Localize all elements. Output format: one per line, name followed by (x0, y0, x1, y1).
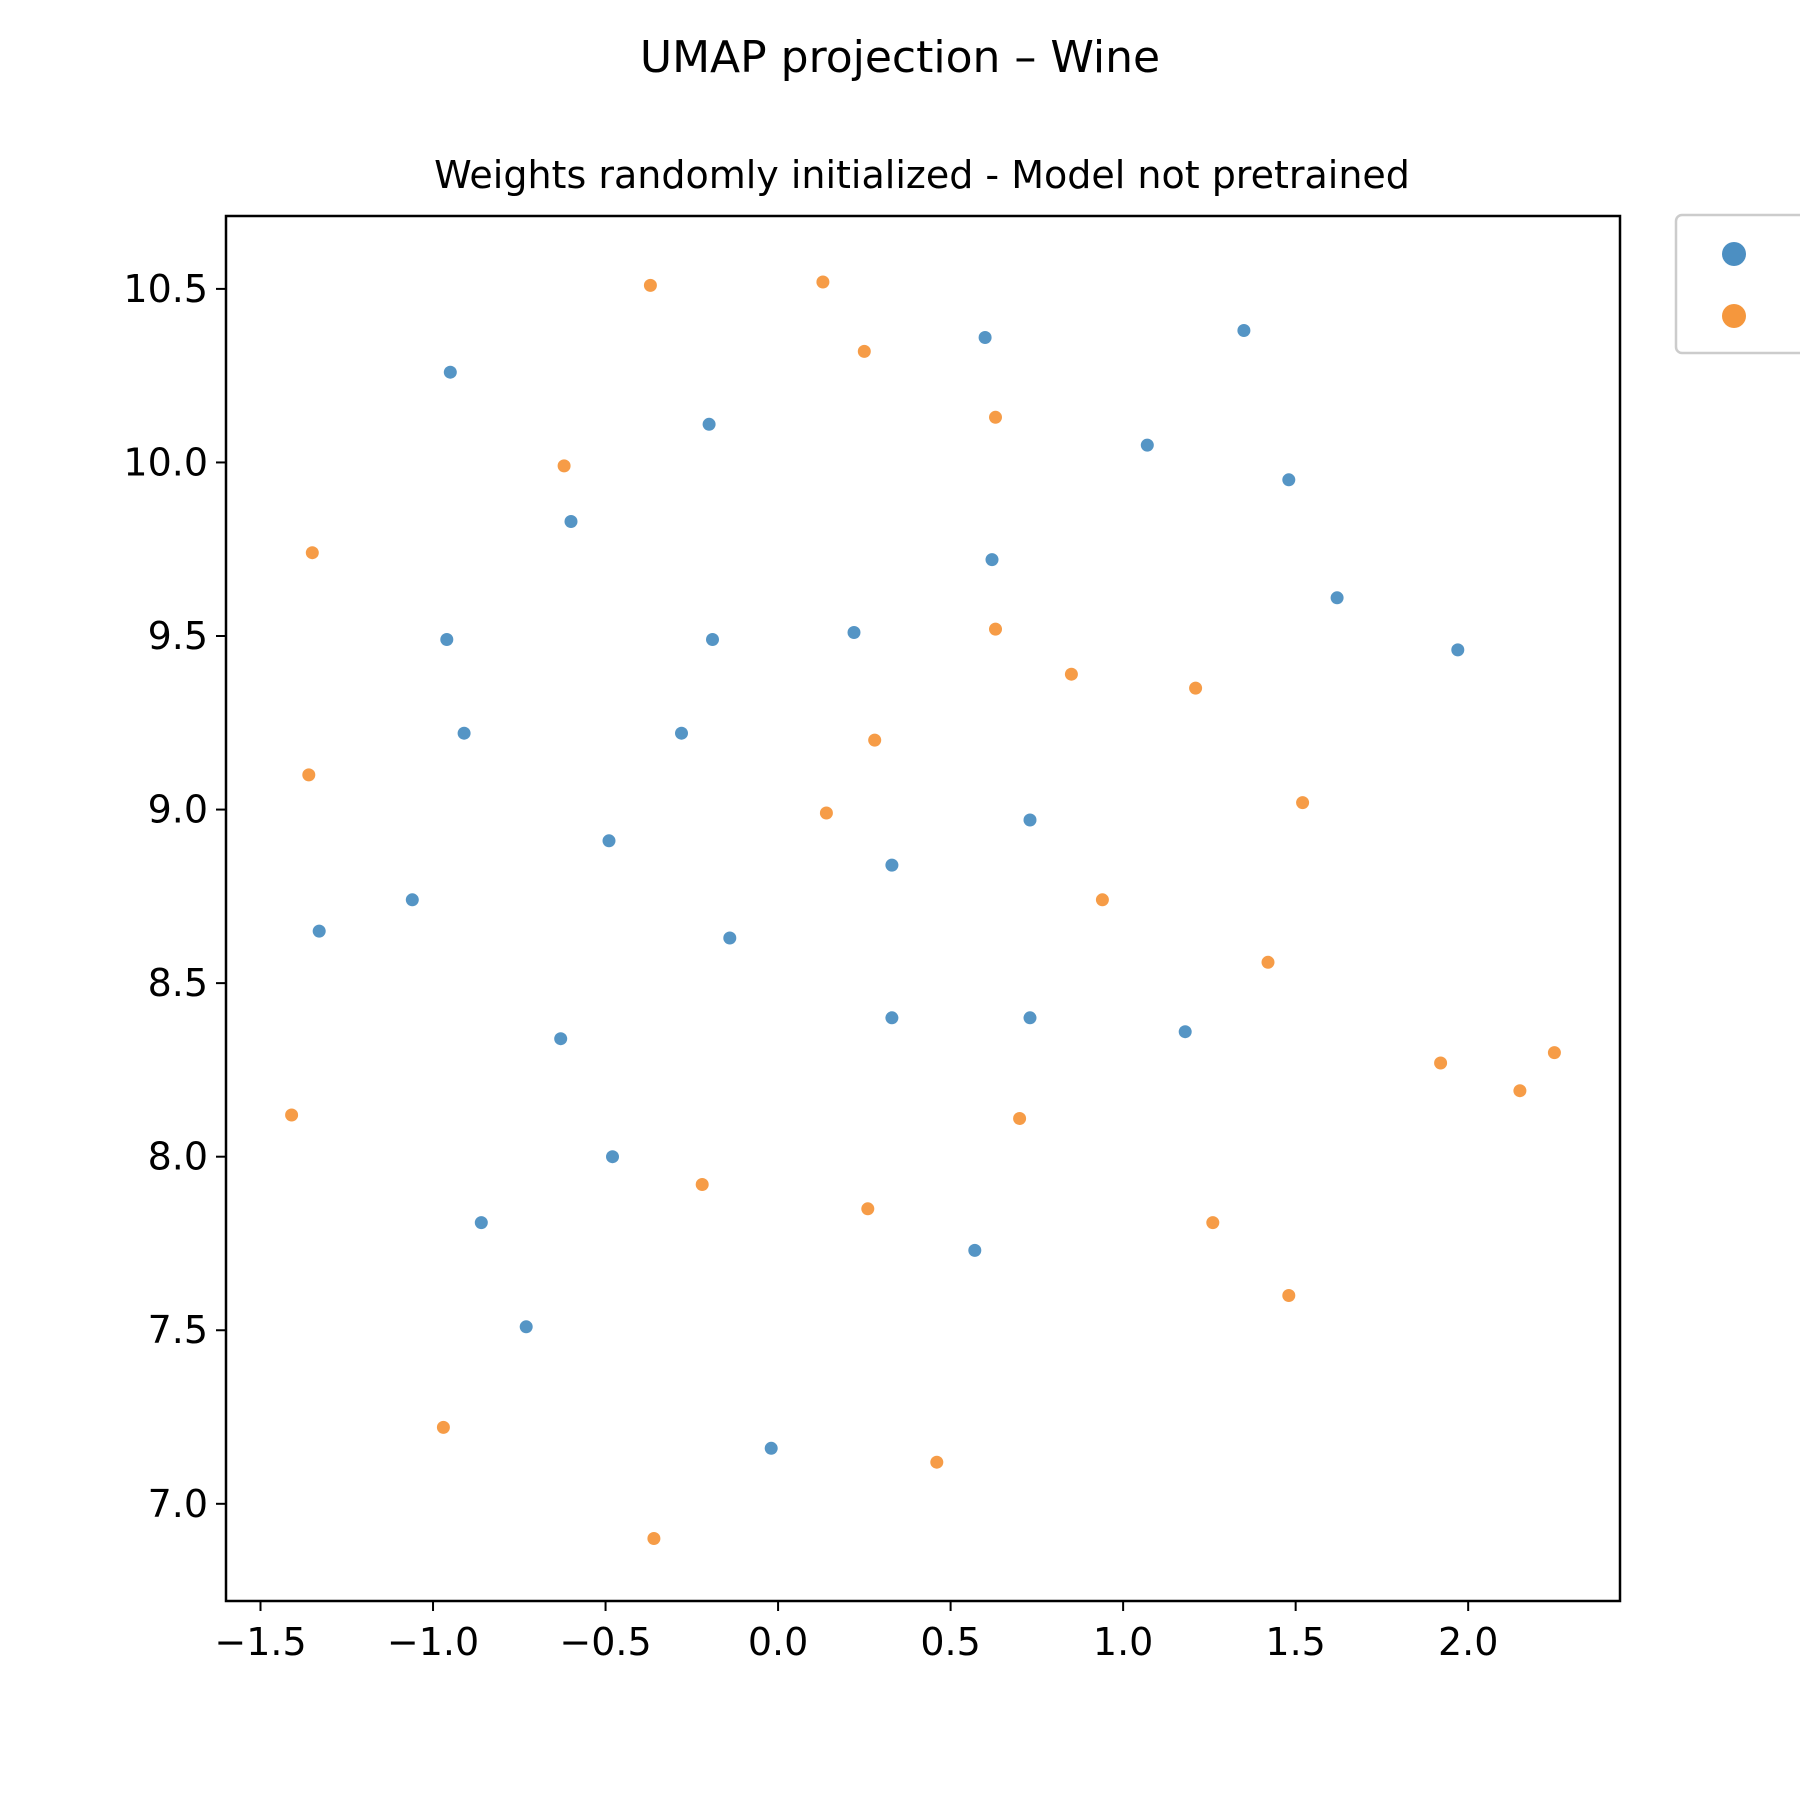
point-series-2-18 (1513, 1084, 1527, 1098)
point-series-2-10 (868, 733, 882, 747)
point-series-1-25 (1178, 1025, 1192, 1039)
point-series-1-21 (723, 931, 737, 945)
point-series-2-6 (305, 546, 319, 560)
point-series-2-9 (1189, 681, 1203, 695)
legend-marker-series-2 (1722, 304, 1746, 328)
y-tick-label: 10.0 (123, 440, 208, 484)
point-series-1-18 (885, 858, 899, 872)
point-series-1-23 (885, 1011, 899, 1025)
point-series-1-19 (405, 893, 419, 907)
point-series-1-7 (564, 515, 578, 528)
point-series-1-11 (706, 633, 719, 646)
point-series-1-26 (606, 1150, 619, 1164)
legend-box (1674, 213, 1800, 355)
point-series-1-20 (312, 924, 326, 938)
point-series-2-4 (989, 410, 1002, 424)
point-series-1-3 (1237, 324, 1251, 337)
point-series-1-24 (1023, 1011, 1037, 1025)
point-series-1-6 (1282, 473, 1296, 487)
plot-area (224, 214, 1622, 1603)
point-series-1-13 (1451, 643, 1465, 657)
y-tick-label: 8.5 (148, 961, 208, 1005)
point-series-1-9 (1330, 591, 1344, 605)
point-series-1-27 (474, 1216, 488, 1230)
point-series-1-8 (985, 553, 999, 567)
x-tick-label: 0.5 (920, 1620, 980, 1664)
point-series-1-5 (1140, 438, 1154, 452)
point-series-1-28 (968, 1243, 982, 1257)
point-series-2-7 (989, 622, 1002, 636)
point-series-1-4 (702, 417, 716, 431)
legend (1674, 213, 1800, 355)
point-series-2-3 (857, 344, 871, 358)
point-series-1-16 (602, 834, 616, 848)
point-series-1-12 (847, 626, 861, 639)
point-series-2-22 (861, 1202, 875, 1216)
x-tick-label: 2.0 (1438, 1620, 1498, 1664)
x-tick-label: 0.0 (748, 1620, 808, 1664)
y-tick-label: 7.0 (148, 1482, 208, 1526)
chart-title: UMAP projection – Wine (640, 32, 1160, 83)
point-series-2-23 (1206, 1216, 1220, 1230)
point-series-2-15 (1261, 955, 1275, 969)
y-tick-label: 9.0 (148, 788, 208, 832)
point-series-2-20 (1013, 1112, 1027, 1125)
point-series-2-14 (1095, 893, 1109, 907)
chart-subtitle: Weights randomly initialized - Model not… (434, 153, 1410, 197)
point-series-2-17 (1547, 1046, 1561, 1060)
y-axis: 7.0 7.5 8.0 8.5 9.0 9.5 10.0 10.5 (123, 267, 226, 1526)
point-series-1-1 (443, 365, 457, 379)
point-series-1-29 (519, 1320, 533, 1334)
point-series-1-15 (675, 726, 688, 740)
y-tick-label: 8.0 (148, 1135, 208, 1179)
x-tick-label: 1.0 (1093, 1620, 1153, 1664)
x-axis: −1.5 −1.0 −0.5 0.0 0.5 1.0 1.5 2.0 (214, 1601, 1498, 1664)
x-tick-label: −0.5 (559, 1620, 651, 1664)
point-series-2-26 (930, 1455, 944, 1469)
point-series-2-24 (1282, 1289, 1296, 1302)
point-series-2-8 (1064, 667, 1078, 681)
y-tick-label: 9.5 (148, 614, 208, 658)
point-series-2-11 (302, 768, 316, 782)
point-series-2-19 (285, 1108, 299, 1122)
point-series-1-10 (440, 633, 454, 646)
point-series-1-14 (457, 726, 471, 740)
y-tick-label: 10.5 (123, 267, 208, 311)
point-series-1-22 (554, 1032, 568, 1046)
x-tick-label: −1.0 (387, 1620, 479, 1664)
point-series-2-27 (647, 1532, 661, 1545)
point-series-1-30 (764, 1441, 778, 1455)
point-series-2-2 (816, 275, 830, 289)
point-series-2-21 (695, 1178, 709, 1191)
x-tick-label: −1.5 (214, 1620, 306, 1664)
point-series-2-25 (436, 1420, 450, 1434)
point-series-1-2 (978, 331, 992, 344)
y-tick-label: 7.5 (148, 1308, 208, 1352)
point-series-2-13 (1296, 796, 1310, 810)
point-series-2-12 (819, 806, 833, 820)
points-layer (285, 275, 1561, 1545)
point-series-2-16 (1434, 1056, 1448, 1070)
legend-marker-series-1 (1722, 242, 1746, 266)
axes-frame (224, 214, 1622, 1603)
point-series-2-1 (643, 278, 657, 292)
x-tick-label: 1.5 (1265, 1620, 1325, 1664)
point-series-2-5 (557, 459, 571, 473)
point-series-1-17 (1023, 813, 1037, 827)
